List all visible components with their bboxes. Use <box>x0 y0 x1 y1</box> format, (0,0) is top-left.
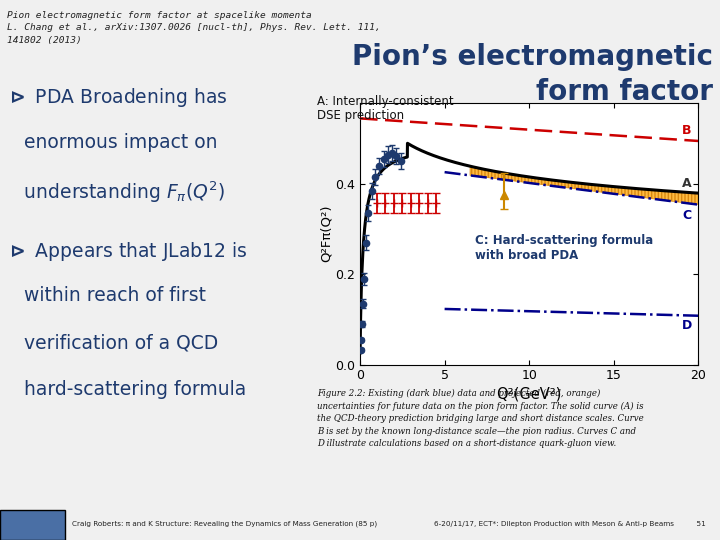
Y-axis label: Q²Fπ(Q²): Q²Fπ(Q²) <box>320 205 333 262</box>
Text: B: B <box>682 124 692 137</box>
Text: C: C <box>683 209 692 222</box>
Text: enormous impact on: enormous impact on <box>6 133 218 152</box>
Text: verification of a QCD: verification of a QCD <box>6 333 219 352</box>
X-axis label: Q²(GeV²): Q²(GeV²) <box>497 387 562 402</box>
Text: Pion electromagnetic form factor at spacelike momenta
L. Chang et al., arXiv:130: Pion electromagnetic form factor at spac… <box>7 11 381 45</box>
Text: Craig Roberts: π and K Structure: Revealing the Dynamics of Mass Generation (85 : Craig Roberts: π and K Structure: Reveal… <box>72 521 377 527</box>
Text: 6-20/11/17, ECT*: Dilepton Production with Meson & Anti-p Beams          51: 6-20/11/17, ECT*: Dilepton Production wi… <box>434 521 706 526</box>
Text: A: Internally-consistent
DSE prediction: A: Internally-consistent DSE prediction <box>317 94 454 123</box>
Text: within reach of first: within reach of first <box>6 286 207 306</box>
Text: A: A <box>682 177 692 190</box>
Text: C: Hard-scattering formula
with broad PDA: C: Hard-scattering formula with broad PD… <box>475 233 653 261</box>
Text: D: D <box>681 319 692 332</box>
FancyBboxPatch shape <box>0 510 65 540</box>
Text: $\bf{\vartriangleright}$ PDA Broadening has: $\bf{\vartriangleright}$ PDA Broadening … <box>6 86 228 109</box>
Text: Pion’s electromagnetic
form factor: Pion’s electromagnetic form factor <box>352 43 713 106</box>
Text: understanding $\mathit{F}_\pi(\mathit{Q}^2)$: understanding $\mathit{F}_\pi(\mathit{Q}… <box>6 179 225 205</box>
Text: $\bf{\vartriangleright}$ Appears that JLab12 is: $\bf{\vartriangleright}$ Appears that JL… <box>6 240 248 263</box>
Text: hard-scattering formula: hard-scattering formula <box>6 380 246 399</box>
Text: Figure 2.2: Existing (dark blue) data and projected (red, orange)
uncertainties : Figure 2.2: Existing (dark blue) data an… <box>317 389 644 448</box>
